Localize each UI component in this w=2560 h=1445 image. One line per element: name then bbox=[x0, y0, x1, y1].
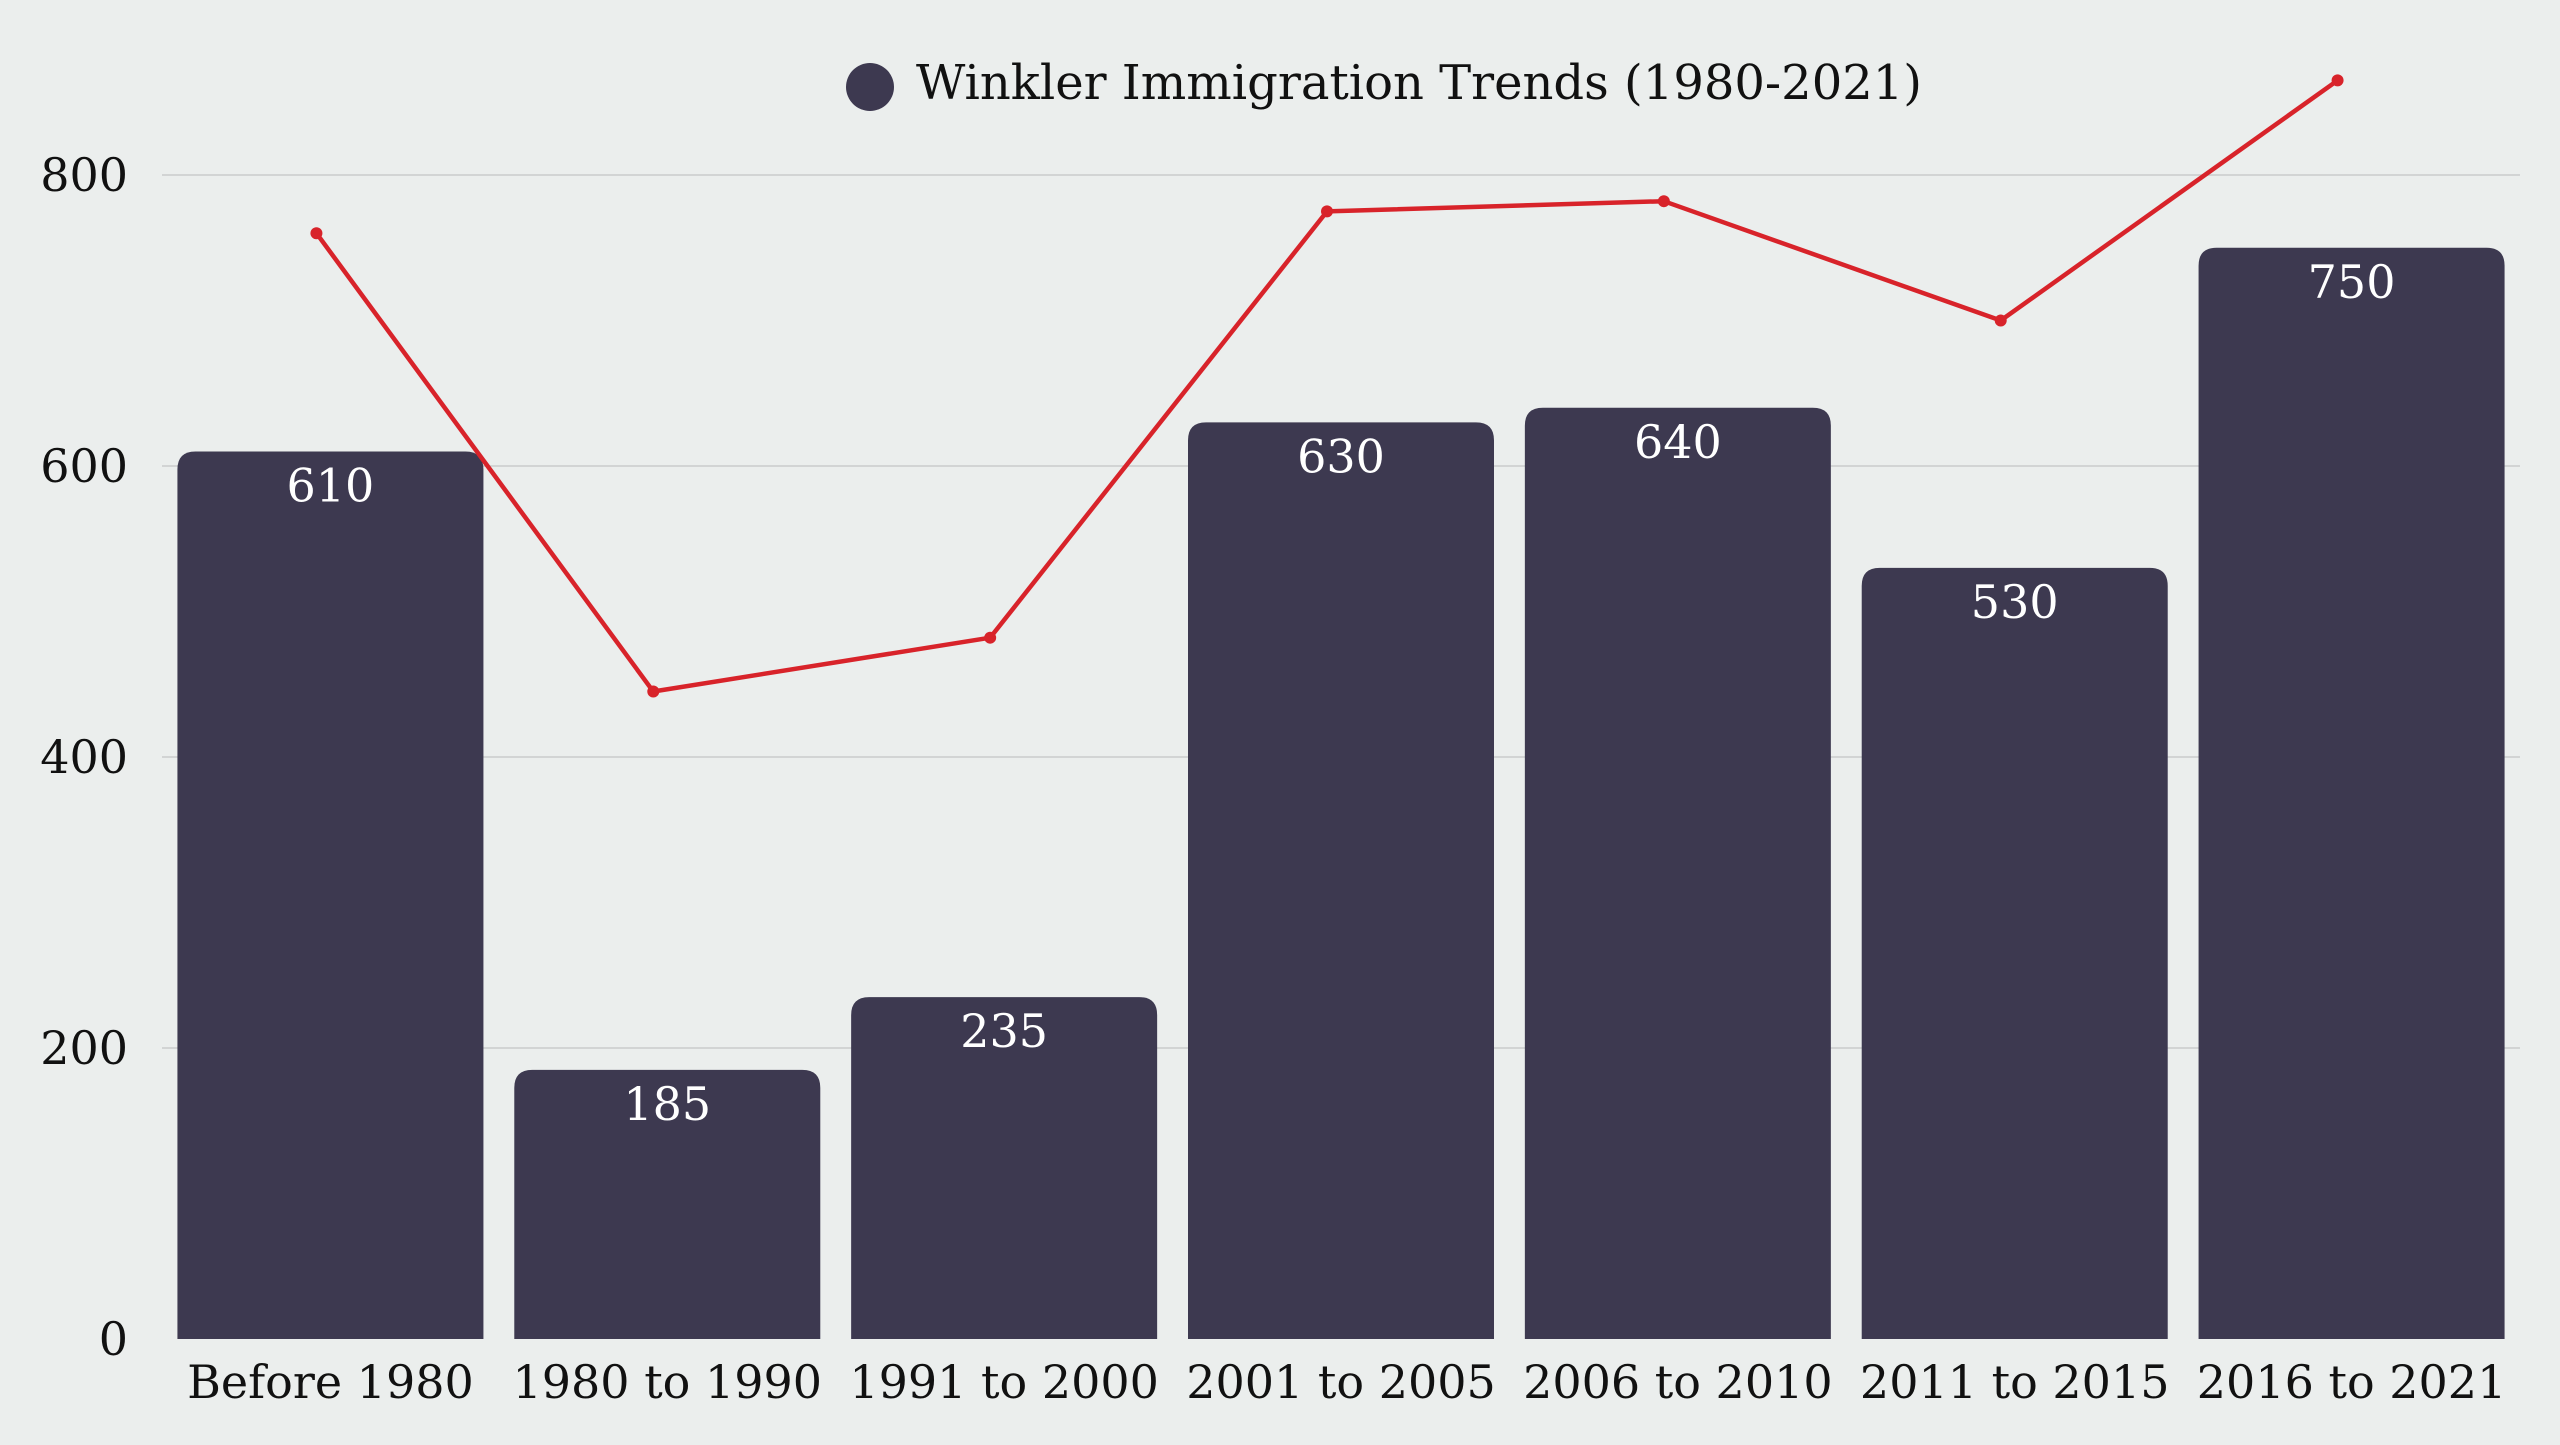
y-tick-label: 800 bbox=[40, 148, 128, 202]
x-tick-label: 2001 to 2005 bbox=[1186, 1355, 1496, 1409]
line-point-3 bbox=[1321, 205, 1333, 218]
bars bbox=[177, 247, 2505, 1340]
x-tick-label: 1991 to 2000 bbox=[849, 1355, 1159, 1409]
line-point-6 bbox=[2331, 74, 2344, 87]
bar-value-label: 185 bbox=[623, 1077, 711, 1131]
line-point-0 bbox=[310, 227, 323, 240]
bar-2 bbox=[851, 997, 1158, 1339]
x-tick-label: 2006 to 2010 bbox=[1523, 1355, 1833, 1409]
legend: Winkler Immigration Trends (1980-2021) bbox=[846, 55, 1922, 111]
bar-5 bbox=[1861, 567, 2168, 1339]
x-tick-label: 1980 to 1990 bbox=[513, 1355, 823, 1409]
line-point-4 bbox=[1657, 195, 1670, 208]
y-tick-label: 600 bbox=[40, 439, 128, 493]
bar-value-label: 530 bbox=[1971, 575, 2059, 629]
y-axis-ticks: 0 200 400 600 800 bbox=[40, 148, 128, 1366]
bar-0 bbox=[177, 451, 484, 1339]
bar-value-label: 640 bbox=[1634, 415, 1722, 469]
bar-4 bbox=[1524, 407, 1831, 1339]
bar-3 bbox=[1188, 422, 1494, 1340]
legend-marker bbox=[846, 63, 894, 111]
x-tick-label: Before 1980 bbox=[187, 1355, 474, 1409]
x-axis-ticks: Before 1980 1980 to 1990 1991 to 2000 2001 … bbox=[187, 1355, 2506, 1409]
bar-value-label: 235 bbox=[960, 1004, 1048, 1058]
bar-1 bbox=[514, 1069, 821, 1339]
bar-value-label: 630 bbox=[1297, 429, 1385, 483]
bar-6 bbox=[2198, 247, 2505, 1339]
y-tick-label: 0 bbox=[99, 1312, 128, 1366]
bar-value-label: 750 bbox=[2308, 255, 2396, 309]
line-series bbox=[310, 74, 2344, 698]
line-point-5 bbox=[1994, 314, 2007, 327]
x-tick-label: 2011 to 2015 bbox=[1860, 1355, 2170, 1409]
x-tick-label: 2016 to 2021 bbox=[2197, 1355, 2507, 1409]
line-point-2 bbox=[984, 631, 997, 644]
y-tick-label: 200 bbox=[40, 1021, 128, 1075]
legend-label: Winkler Immigration Trends (1980-2021) bbox=[916, 55, 1922, 111]
y-tick-label: 400 bbox=[40, 730, 128, 784]
bar-value-labels: 610 185 235 630 640 530 750 bbox=[287, 255, 2396, 1131]
bar-value-label: 610 bbox=[287, 458, 375, 512]
line-point-1 bbox=[647, 685, 660, 698]
